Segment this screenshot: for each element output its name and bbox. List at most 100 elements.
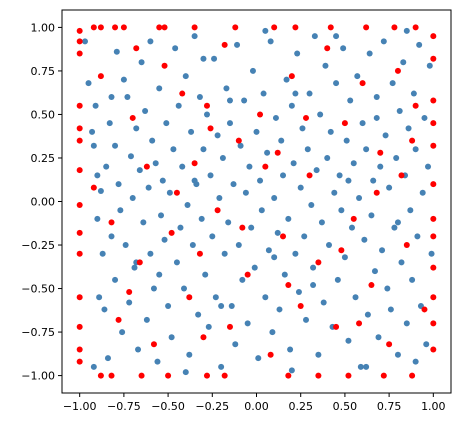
series-0-point	[274, 229, 281, 236]
series-0-point	[262, 294, 269, 301]
series-0-point	[150, 285, 157, 292]
series-1-point	[359, 80, 366, 87]
series-0-point	[264, 149, 271, 156]
series-1-point	[341, 120, 348, 127]
series-0-point	[158, 212, 165, 219]
series-1-point	[315, 259, 322, 266]
series-0-point	[108, 94, 115, 101]
series-0-point	[147, 250, 154, 257]
series-0-point	[301, 233, 308, 240]
series-0-point	[403, 27, 410, 34]
series-1-point	[196, 250, 203, 257]
series-1-point	[394, 67, 401, 74]
series-1-point	[297, 302, 304, 309]
series-1-point	[285, 372, 292, 379]
series-1-point	[430, 33, 437, 40]
series-1-point	[356, 320, 363, 327]
series-0-point	[265, 247, 272, 254]
series-1-point	[76, 294, 83, 301]
series-0-point	[145, 184, 152, 191]
series-0-point	[159, 177, 166, 184]
y-tick-label: 0.50	[31, 108, 56, 121]
series-0-point	[129, 195, 136, 202]
series-0-point	[341, 254, 348, 261]
series-0-point	[271, 195, 278, 202]
series-0-point	[170, 146, 177, 153]
series-0-point	[297, 184, 304, 191]
x-tick-label: 0.25	[288, 400, 313, 413]
series-1-point	[430, 142, 437, 149]
series-0-point	[340, 45, 347, 52]
series-1-point	[76, 229, 83, 236]
series-0-point	[364, 311, 371, 318]
series-1-point	[398, 172, 405, 179]
series-0-point	[198, 215, 205, 222]
series-0-point	[292, 250, 299, 257]
series-0-point	[295, 289, 302, 296]
series-0-point	[350, 160, 357, 167]
series-1-point	[168, 229, 175, 236]
series-1-point	[143, 163, 150, 170]
x-tick-label: −0.25	[195, 400, 229, 413]
series-0-point	[347, 97, 354, 104]
series-1-point	[156, 24, 163, 31]
series-1-point	[97, 73, 104, 80]
series-0-point	[143, 316, 150, 323]
series-1-point	[280, 233, 287, 240]
y-tick-label: 0.00	[31, 196, 56, 209]
series-0-point	[287, 346, 294, 353]
series-0-point	[363, 363, 370, 370]
series-0-point	[122, 242, 129, 249]
series-0-point	[218, 302, 225, 309]
series-0-point	[419, 189, 426, 196]
series-0-point	[257, 177, 264, 184]
series-0-point	[377, 163, 384, 170]
series-0-point	[421, 114, 428, 121]
series-1-point	[173, 189, 180, 196]
series-0-point	[281, 271, 288, 278]
series-0-point	[348, 224, 355, 231]
series-0-point	[216, 195, 223, 202]
series-0-point	[398, 259, 405, 266]
series-0-point	[189, 242, 196, 249]
series-0-point	[357, 363, 364, 370]
series-0-point	[175, 102, 182, 109]
x-tick-label: −0.75	[107, 400, 141, 413]
series-0-point	[389, 80, 396, 87]
series-0-point	[147, 38, 154, 45]
series-0-point	[113, 48, 120, 55]
series-0-point	[225, 219, 232, 226]
series-0-point	[94, 215, 101, 222]
series-0-point	[363, 146, 370, 153]
series-0-point	[407, 207, 414, 214]
series-1-point	[421, 306, 428, 313]
series-1-point	[138, 372, 145, 379]
series-0-point	[288, 102, 295, 109]
series-0-point	[239, 276, 246, 283]
series-0-point	[96, 294, 103, 301]
series-1-point	[112, 24, 119, 31]
series-0-point	[90, 142, 97, 149]
series-0-point	[280, 172, 287, 179]
series-1-point	[108, 219, 115, 226]
series-0-point	[186, 351, 193, 358]
series-0-point	[188, 128, 195, 135]
series-0-point	[334, 276, 341, 283]
series-1-point	[165, 372, 172, 379]
series-0-point	[205, 323, 212, 330]
series-0-point	[230, 181, 237, 188]
series-1-point	[191, 160, 198, 167]
series-1-point	[76, 38, 83, 45]
series-1-point	[186, 294, 193, 301]
series-0-point	[306, 90, 313, 97]
series-0-point	[267, 38, 274, 45]
series-0-point	[99, 250, 106, 257]
series-0-point	[182, 369, 189, 376]
series-0-point	[119, 329, 126, 336]
series-0-point	[253, 128, 260, 135]
series-0-point	[276, 306, 283, 313]
series-1-point	[430, 233, 437, 240]
series-1-point	[380, 372, 387, 379]
series-0-point	[246, 163, 253, 170]
series-1-point	[403, 242, 410, 249]
